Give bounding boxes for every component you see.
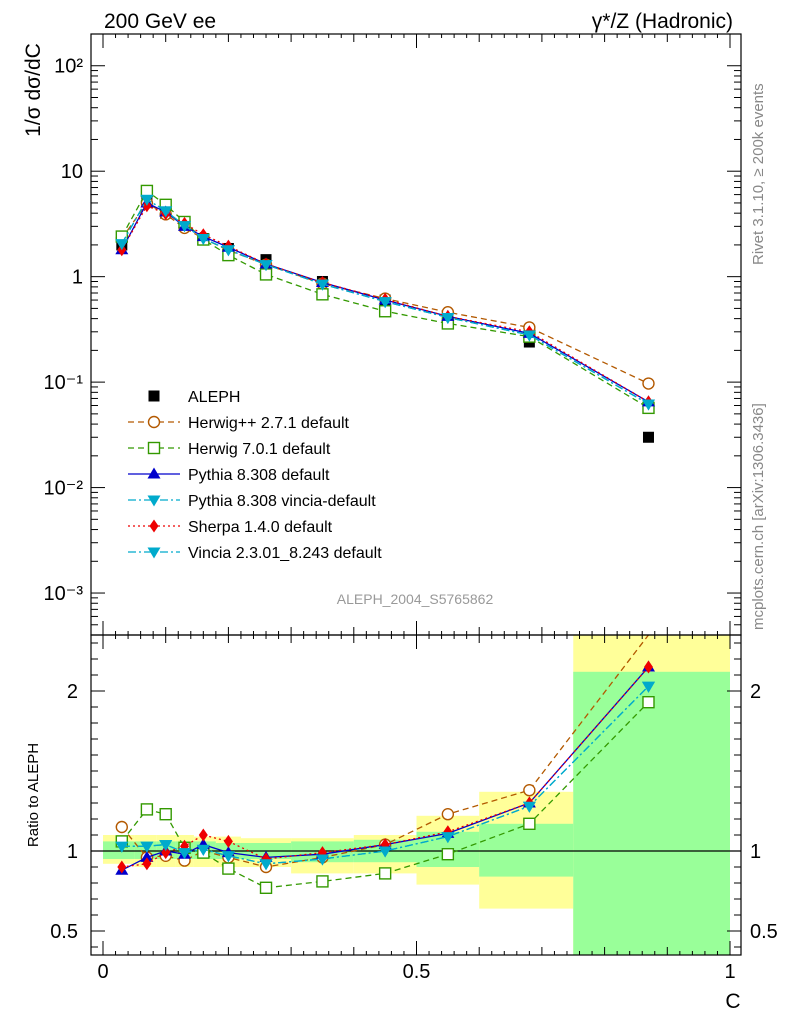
ratio-point-series-2-1 [140, 850, 154, 862]
main-y-tick-label-1: 10⁻² [44, 478, 84, 500]
ratio-line-series-5 [121, 685, 649, 865]
ratio-point-series-1-9 [441, 848, 455, 861]
ratio-point-series-1-5 [222, 862, 235, 875]
tick-labels: 0 0.5 1 10⁻³ 10⁻² 10⁻¹ 1 10 10² 0.5 0.5 1 1 2 2 [44, 56, 778, 983]
main-y-tick-label-4: 10 [61, 161, 83, 183]
main-line-series-4 [121, 204, 649, 403]
ratio-point-series-5-3 [178, 848, 192, 860]
ratio-y-tick-label-right-0: 0.5 [750, 921, 778, 943]
x-tick-label-2: 1 [724, 961, 735, 983]
ratio-line-series-4 [121, 666, 649, 868]
ratio-point-series-5-11 [641, 681, 655, 693]
ratio-point-series-5-1 [140, 841, 154, 853]
ratio-point-series-4-11 [643, 660, 653, 674]
legend-marker-5 [149, 519, 159, 533]
main-point-series-1-1 [140, 184, 154, 198]
mcplots-label: mcplots.cern.ch [arXiv:1306.3436] [750, 403, 767, 630]
header-left: 200 GeV ee [104, 10, 216, 33]
ratio-point-series-4-4 [198, 828, 208, 842]
legend-marker-1 [147, 415, 161, 429]
data-point-11 [642, 431, 654, 443]
main-point-series-5-8 [378, 297, 392, 309]
ratio-y-axis-label: Ratio to ALEPH [25, 743, 42, 847]
legend-label-1: Herwig++ 2.7.1 default [188, 415, 350, 432]
legend-label-4: Pythia 8.308 vincia-default [188, 493, 376, 510]
main-point-series-5-4 [196, 234, 210, 246]
legend-label-0: ALEPH [188, 389, 240, 406]
ratio-y-tick-label-left-2: 2 [67, 681, 78, 703]
legend: ALEPH Herwig++ 2.7.1 default Herwig 7.0.1 … [128, 389, 382, 562]
ratio-point-series-5-6 [259, 859, 273, 871]
legend-marker-0 [148, 390, 160, 402]
main-point-series-5-9 [441, 312, 455, 324]
ratio-uncertainty-bands [103, 635, 730, 955]
legend-marker-6 [147, 547, 161, 559]
main-point-series-5-1 [140, 194, 154, 206]
ratio-point-series-5-4 [196, 844, 210, 856]
ratio-point-series-4-0 [117, 860, 127, 874]
header-right: γ*/Z (Hadronic) [592, 10, 733, 33]
main-y-tick-label-5: 10² [54, 56, 83, 78]
main-point-series-5-11 [641, 399, 655, 411]
main-point-series-5-5 [221, 245, 235, 257]
ratio-point-series-4-5 [223, 834, 233, 848]
legend-label-3: Pythia 8.308 default [188, 467, 330, 484]
ratio-point-series-1-2 [159, 808, 172, 821]
ratio-point-series-0-10 [523, 784, 536, 797]
x-axis-label: C [725, 990, 740, 1013]
ratio-point-series-4-2 [161, 846, 171, 860]
legend-marker-2 [147, 441, 161, 455]
main-point-series-5-6 [259, 260, 273, 272]
ratio-point-series-5-5 [221, 851, 235, 863]
ratio-point-series-1-10 [523, 817, 536, 830]
main-y-axis-label: 1/σ dσ/dC [22, 43, 45, 137]
main-point-series-5-7 [315, 279, 329, 291]
ratio-point-series-1-7 [316, 875, 329, 888]
main-point-series-5-2 [159, 206, 173, 218]
rivet-version-label: Rivet 3.1.10, ≥ 200k events [750, 83, 767, 265]
main-point-series-0-11 [642, 377, 655, 390]
main-point-series-5-0 [115, 239, 129, 251]
ratio-point-series-1-1 [140, 803, 154, 816]
legend-marker-4 [147, 495, 161, 507]
main-series-group [115, 184, 655, 415]
ratio-point-series-1-8 [378, 867, 392, 880]
main-point-series-5-10 [522, 330, 536, 342]
ratio-point-series-1-6 [259, 881, 273, 894]
ratio-series-group [115, 635, 655, 894]
ratio-y-tick-label-right-1: 1 [750, 841, 761, 863]
analysis-label: ALEPH_2004_S5765862 [337, 591, 494, 607]
band-stat-11 [573, 671, 730, 955]
legend-label-5: Sherpa 1.4.0 default [188, 519, 333, 536]
ratio-point-series-0-9 [441, 808, 455, 821]
main-y-tick-label-0: 10⁻³ [44, 583, 84, 605]
ratio-y-tick-label-left-1: 1 [67, 841, 78, 863]
band-stat-10 [479, 823, 574, 877]
legend-label-2: Herwig 7.0.1 default [188, 441, 331, 458]
ratio-point-series-5-10 [522, 801, 536, 813]
x-tick-label-1: 0.5 [403, 961, 431, 983]
main-y-tick-label-3: 1 [72, 267, 83, 289]
main-y-tick-label-2: 10⁻¹ [44, 372, 84, 394]
ratio-point-series-5-8 [378, 846, 392, 858]
ratio-y-tick-label-left-0: 0.5 [50, 921, 78, 943]
ratio-point-series-4-1 [142, 857, 152, 871]
x-tick-label-0: 0 [97, 961, 108, 983]
ratio-point-series-0-0 [115, 820, 129, 834]
ratio-line-series-1 [121, 701, 649, 889]
ratio-point-series-5-2 [159, 840, 173, 852]
ratio-point-series-5-7 [315, 854, 329, 866]
ratio-point-series-5-9 [441, 832, 455, 844]
ratio-point-series-5-0 [115, 841, 129, 853]
ratio-point-series-1-11 [642, 696, 655, 709]
axes-ticks [91, 33, 741, 955]
legend-marker-3 [147, 467, 161, 479]
main-point-series-5-3 [178, 221, 192, 233]
ratio-y-tick-label-right-2: 2 [750, 681, 761, 703]
legend-label-6: Vincia 2.3.01_8.243 default [188, 545, 382, 562]
